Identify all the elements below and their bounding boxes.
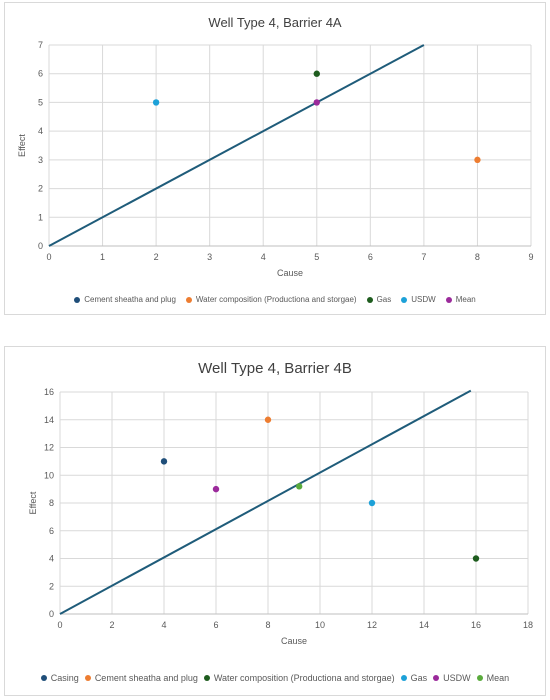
legend-marker-icon [445,296,452,303]
x-tick-label: 8 [265,620,270,630]
point-cement-sheatha-and-plug [264,416,272,423]
y-tick-label: 7 [38,40,43,50]
x-tick-label: 1 [100,252,105,262]
legend-label: Water composition (Productiona and storg… [195,295,357,304]
point-mean [313,99,320,106]
legend: Casing Cement sheatha and plug Water compo… [5,673,545,683]
y-tick-label: 14 [44,415,54,425]
scatter-plot-4a: 0 1 2 3 4 5 6 7 8 9 0 1 2 3 4 5 6 7 Cause Effect [17,40,534,278]
chart-panel-4a: Well Type 4, Barrier 4A 0 1 2 3 4 5 6 7 8 9 0 1 2 3 4 5… [4,2,546,315]
legend: Cement sheatha and plug Water composition… [5,295,545,304]
x-tick-label: 16 [471,620,481,630]
y-tick-label: 4 [38,126,43,136]
x-tick-label: 10 [315,620,325,630]
x-tick-label: 8 [475,252,480,262]
chart-panel-4b: Well Type 4, Barrier 4B 0 2 4 6 8 10 12 14 16 18 0… [4,346,546,696]
y-tick-label: 6 [49,526,54,536]
legend-item: Water composition (Productiona and storg… [185,295,357,304]
legend-item: Water composition (Productiona and storg… [203,673,395,683]
y-tick-label: 1 [38,212,43,222]
legend-label: Casing [50,673,79,683]
legend-label: Gas [376,295,392,304]
y-tick-label: 5 [38,97,43,107]
x-tick-label: 0 [46,252,51,262]
legend-item: Cement sheatha and plug [84,673,198,683]
y-tick-label: 2 [49,581,54,591]
legend-item: Mean [445,295,476,304]
point-usdw [212,485,220,493]
legend-label: Mean [486,673,510,683]
legend-label: Cement sheatha and plug [84,295,176,304]
point-usdw [152,99,160,106]
x-axis-label: Cause [277,268,303,278]
x-tick-label: 18 [523,620,533,630]
scatter-plot-4b: 0 2 4 6 8 10 12 14 16 18 0 2 4 6 8 10 12 14 16 Cause Effect [28,387,533,646]
y-tick-label: 10 [44,470,54,480]
x-tick-label: 6 [368,252,373,262]
y-tick-label: 4 [49,554,54,564]
y-tick-label: 0 [49,609,54,619]
trend-line [59,389,472,615]
point-water-composition-productiona-and-storgae- [474,156,481,164]
legend-label: Water composition (Productiona and storg… [213,673,395,683]
point-gas [313,70,320,77]
x-tick-label: 3 [207,252,212,262]
y-tick-label: 8 [49,498,54,508]
y-tick-label: 3 [38,155,43,165]
legend-label: USDW [411,295,436,304]
legend-label: Cement sheatha and plug [94,673,198,683]
x-tick-label: 0 [57,620,62,630]
legend-marker-icon [40,675,47,681]
x-tick-label: 7 [421,252,426,262]
x-tick-label: 12 [367,620,377,630]
legend-marker-icon [366,296,373,303]
legend-marker-icon [400,675,407,681]
legend-marker-icon [84,675,91,681]
y-tick-label: 0 [38,241,43,251]
x-tick-label: 2 [154,252,159,262]
y-tick-label: 2 [38,184,43,194]
legend-marker-icon [433,675,440,681]
legend-item: Mean [476,673,510,683]
x-tick-label: 4 [261,252,266,262]
chart-title: Well Type 4, Barrier 4A [208,15,342,30]
legend-item: Gas [366,295,392,304]
y-axis-label: Effect [17,134,27,157]
legend-label: Gas [410,673,428,683]
legend-label: USDW [443,673,471,683]
point-mean [296,483,303,490]
legend-label: Mean [455,295,476,304]
y-tick-label: 6 [38,69,43,79]
legend-marker-icon [401,296,408,303]
x-tick-label: 6 [213,620,218,630]
point-casing [160,458,168,465]
chart-title: Well Type 4, Barrier 4B [198,360,352,377]
x-tick-label: 9 [528,252,533,262]
legend-item: Gas [400,673,428,683]
point-gas [368,499,376,507]
x-tick-label: 4 [161,620,166,630]
point-water-composition-productiona-and-storgae- [472,555,480,562]
legend-marker-icon [185,296,192,303]
y-tick-label: 16 [44,387,54,397]
x-axis-label: Cause [281,636,307,646]
x-tick-label: 14 [419,620,429,630]
legend-item: Cement sheatha and plug [74,295,176,304]
trend-line [48,44,425,247]
legend-item: USDW [433,673,471,683]
legend-marker-icon [203,675,210,681]
legend-marker-icon [74,296,81,303]
legend-item: USDW [401,295,436,304]
x-tick-label: 2 [109,620,114,630]
x-tick-label: 5 [314,252,319,262]
legend-marker-icon [476,675,483,681]
y-axis-label: Effect [28,491,38,514]
y-tick-label: 12 [44,443,54,453]
legend-item: Casing [40,673,79,683]
